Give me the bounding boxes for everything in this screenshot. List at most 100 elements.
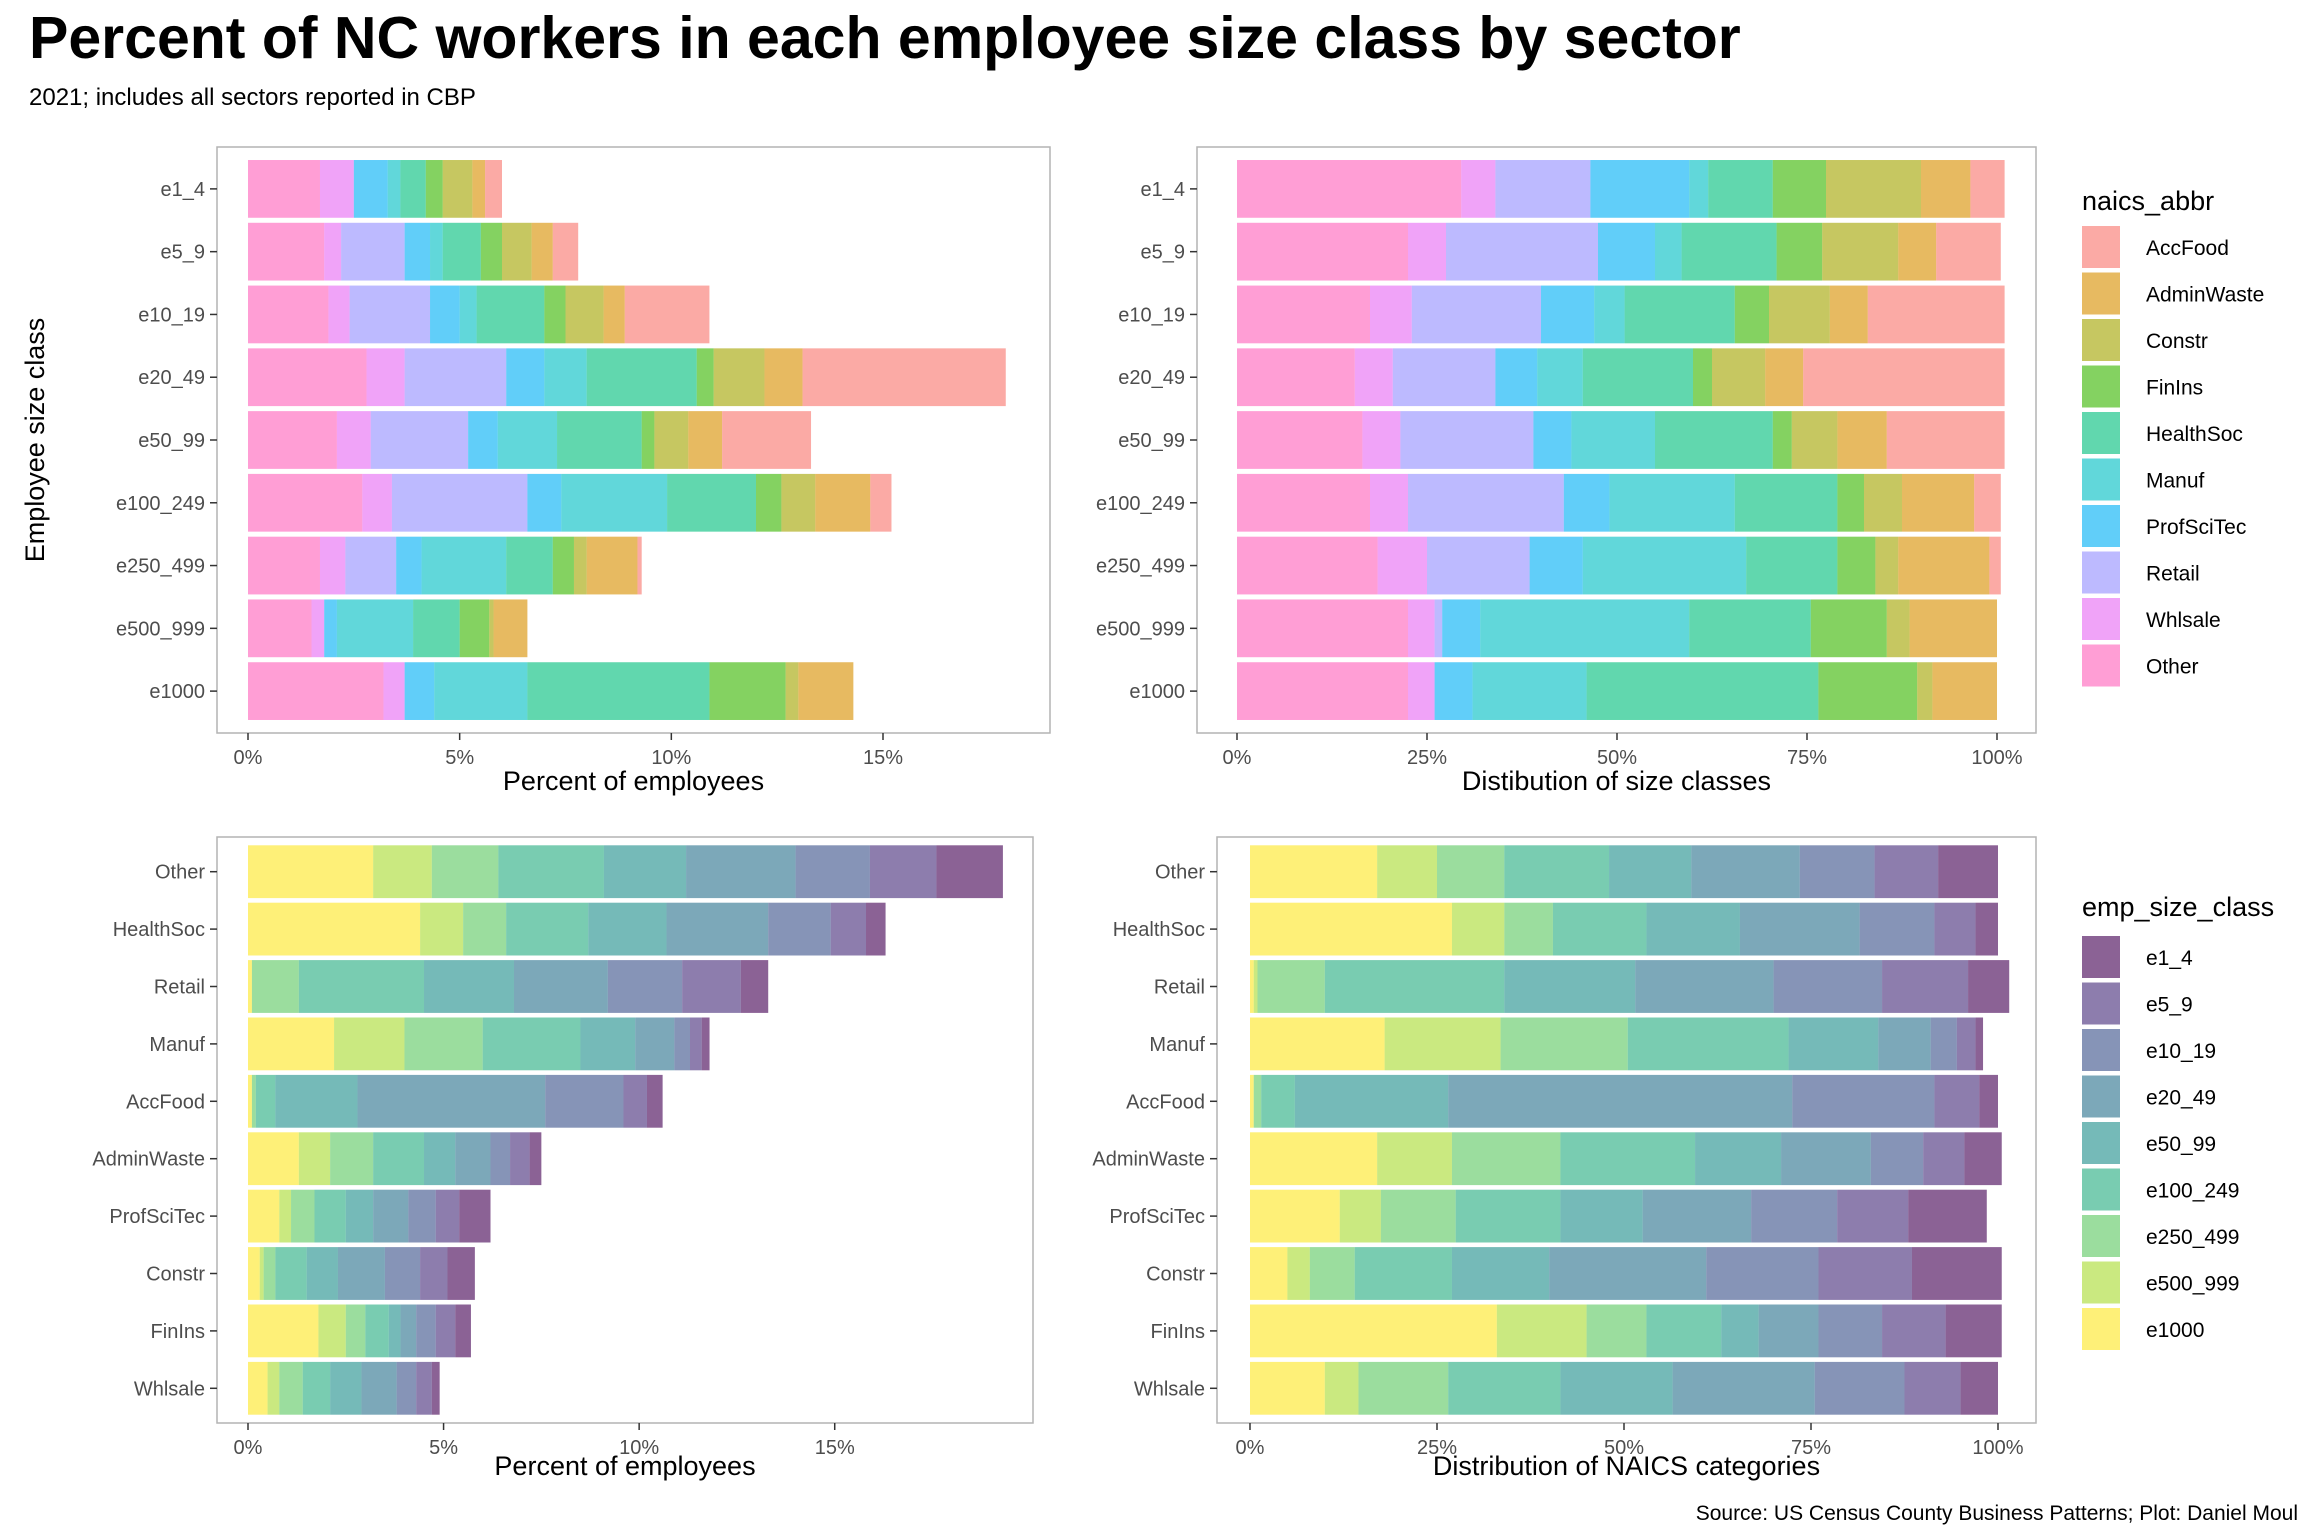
bar-segment-e5_9-Retail bbox=[341, 222, 405, 281]
bar-segment-HealthSoc-e5_9 bbox=[1934, 902, 1976, 956]
bar-segment-Retail-e5_9 bbox=[682, 960, 741, 1013]
legend-swatch-e1000 bbox=[2082, 1308, 2120, 1350]
bar-segment-e1000-Constr bbox=[1917, 662, 1933, 720]
chart-title: Percent of NC workers in each employee s… bbox=[29, 5, 1741, 71]
bar-segment-e1000-Whlsale bbox=[383, 662, 405, 720]
chart-caption: Source: US Census County Business Patter… bbox=[1695, 1502, 2298, 1525]
bar-segment-e50_99-AdminWaste bbox=[688, 411, 723, 469]
bar-segment-Whlsale-e1_4 bbox=[431, 1361, 440, 1415]
bar-segment-e250_499-FinIns bbox=[552, 536, 574, 595]
bar-segment-e100_249-FinIns bbox=[756, 473, 782, 532]
y-tick-label: Manuf bbox=[1149, 1034, 1205, 1056]
bar-segment-e20_49-ProfSciTec bbox=[1495, 348, 1538, 407]
bar-segment-e500_999-FinIns bbox=[459, 599, 490, 658]
bar-segment-Other-e1_4 bbox=[936, 845, 1003, 899]
bar-segment-e10_19-Constr bbox=[565, 285, 604, 344]
bar-segment-e10_19-Whlsale bbox=[1370, 285, 1412, 344]
bar-segment-e1000-Other bbox=[248, 662, 384, 720]
bar-segment-e1_4-AdminWaste bbox=[1921, 160, 1971, 218]
y-tick-label: Whlsale bbox=[134, 1378, 205, 1400]
bar-segment-e1_4-FinIns bbox=[425, 160, 443, 218]
bar-segment-Other-e250_499 bbox=[1437, 845, 1505, 899]
bar-segment-Manuf-e1000 bbox=[1250, 1017, 1385, 1071]
bar-segment-e20_49-Whlsale bbox=[1354, 348, 1393, 407]
legend-swatch-Whlsale bbox=[2082, 598, 2120, 640]
bar-segment-Constr-e5_9 bbox=[420, 1247, 448, 1300]
legend-swatch-e5_9 bbox=[2082, 982, 2120, 1025]
bar-segment-AccFood-e250_499 bbox=[251, 1074, 256, 1128]
legend-swatch-Manuf bbox=[2082, 458, 2120, 501]
bar-segment-e5_9-ProfSciTec bbox=[1598, 222, 1655, 281]
bar-segment-AdminWaste-e50_99 bbox=[1695, 1132, 1782, 1186]
bar-segment-e5_9-AccFood bbox=[552, 222, 579, 281]
legend-swatch-e1_4 bbox=[2082, 936, 2120, 978]
bar-segment-Other-e100_249 bbox=[498, 845, 604, 899]
bar-segment-HealthSoc-e500_999 bbox=[420, 902, 464, 956]
bar-segment-HealthSoc-e20_49 bbox=[1739, 902, 1860, 956]
bar-segment-e100_249-FinIns bbox=[1837, 473, 1864, 532]
y-tick-label: FinIns bbox=[151, 1321, 205, 1343]
bar-segment-e1000-FinIns bbox=[709, 662, 786, 720]
bar-segment-e20_49-Manuf bbox=[1537, 348, 1583, 407]
legend-label-AccFood: AccFood bbox=[2146, 237, 2229, 260]
bar-segment-e250_499-FinIns bbox=[1837, 536, 1876, 595]
bar-segment-Retail-e20_49 bbox=[1635, 960, 1774, 1013]
bar-segment-e50_99-Constr bbox=[1791, 411, 1838, 469]
bar-segment-Whlsale-e10_19 bbox=[1814, 1361, 1905, 1415]
bar-segment-FinIns-e250_499 bbox=[345, 1304, 366, 1358]
y-tick-label: e20_49 bbox=[138, 367, 205, 389]
bar-segment-e50_99-Other bbox=[248, 411, 337, 469]
bar-segment-AdminWaste-e5_9 bbox=[510, 1132, 530, 1186]
bar-segment-Other-e50_99 bbox=[603, 845, 687, 899]
bar-segment-Manuf-e20_49 bbox=[635, 1017, 675, 1071]
bar-segment-AdminWaste-e100_249 bbox=[373, 1132, 425, 1186]
y-tick-label: e50_99 bbox=[138, 430, 205, 452]
bar-segment-e100_249-Manuf bbox=[1609, 473, 1735, 532]
bar-segment-e100_249-AccFood bbox=[1974, 473, 2001, 532]
bar-segment-e20_49-Other bbox=[1237, 348, 1355, 407]
bar-segment-HealthSoc-e10_19 bbox=[1859, 902, 1935, 956]
bar-segment-e20_49-Retail bbox=[404, 348, 507, 407]
bar-segment-e250_499-Retail bbox=[345, 536, 397, 595]
bar-segment-e1000-AdminWaste bbox=[798, 662, 854, 720]
y-tick-label: Retail bbox=[154, 977, 205, 999]
bar-segment-AdminWaste-e1_4 bbox=[529, 1132, 542, 1186]
bar-segment-Constr-e500_999 bbox=[259, 1247, 264, 1300]
bar-segment-e50_99-Constr bbox=[654, 411, 689, 469]
legend-label-e100_249: e100_249 bbox=[2146, 1180, 2239, 1203]
bar-segment-e250_499-Constr bbox=[1875, 536, 1899, 595]
bar-segment-AccFood-e1000 bbox=[248, 1074, 252, 1128]
bar-segment-AccFood-e250_499 bbox=[1253, 1074, 1262, 1128]
bar-segment-e100_249-Retail bbox=[391, 473, 528, 532]
bar-segment-e10_19-AdminWaste bbox=[1829, 285, 1868, 344]
bar-segment-Manuf-e250_499 bbox=[1500, 1017, 1628, 1071]
bar-segment-e100_249-AccFood bbox=[870, 473, 892, 532]
bar-segment-e50_99-Manuf bbox=[497, 411, 558, 469]
bar-segment-Whlsale-e20_49 bbox=[361, 1361, 397, 1415]
legend-label-e5_9: e5_9 bbox=[2146, 994, 2193, 1017]
x-tick-label: 5% bbox=[445, 747, 474, 769]
bar-segment-e500_999-Other bbox=[1237, 599, 1408, 658]
bar-segment-e250_499-Whlsale bbox=[319, 536, 346, 595]
bar-segment-e250_499-ProfSciTec bbox=[396, 536, 422, 595]
bar-segment-Retail-e500_999 bbox=[1253, 960, 1258, 1013]
bar-segment-ProfSciTec-e250_499 bbox=[1380, 1189, 1456, 1243]
bar-segment-AccFood-e50_99 bbox=[275, 1074, 358, 1128]
bar-segment-Manuf-e1_4 bbox=[1975, 1017, 1984, 1071]
bar-segment-Retail-e50_99 bbox=[424, 960, 514, 1013]
bar-segment-AccFood-e5_9 bbox=[623, 1074, 647, 1128]
x-tick-label: 25% bbox=[1417, 1437, 1457, 1459]
bar-segment-Manuf-e1_4 bbox=[701, 1017, 710, 1071]
x-tick-label: 15% bbox=[815, 1437, 855, 1459]
bar-segment-Retail-e100_249 bbox=[298, 960, 425, 1013]
bar-segment-Retail-e20_49 bbox=[513, 960, 608, 1013]
y-tick-label: FinIns bbox=[1151, 1321, 1205, 1343]
bar-segment-e500_999-ProfSciTec bbox=[1442, 599, 1481, 658]
bar-segment-e5_9-FinIns bbox=[480, 222, 502, 281]
bar-segment-Constr-e20_49 bbox=[337, 1247, 385, 1300]
bar-segment-Manuf-e5_9 bbox=[689, 1017, 702, 1071]
legend-label-HealthSoc: HealthSoc bbox=[2146, 423, 2243, 446]
bar-segment-Manuf-e10_19 bbox=[674, 1017, 690, 1071]
bar-segment-e50_99-Other bbox=[1237, 411, 1363, 469]
bar-segment-e50_99-AdminWaste bbox=[1837, 411, 1887, 469]
